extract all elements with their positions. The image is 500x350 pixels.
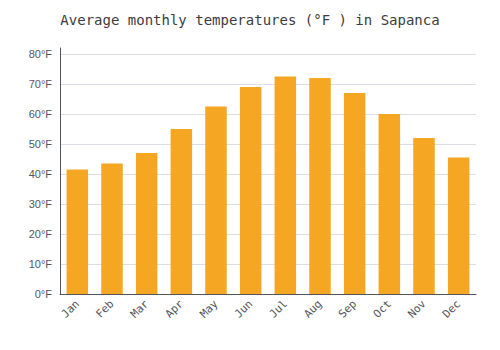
svg-text:10°F: 10°F — [29, 258, 53, 270]
svg-text:Nov: Nov — [405, 297, 428, 320]
svg-text:Oct: Oct — [371, 297, 394, 320]
svg-text:40°F: 40°F — [29, 168, 53, 180]
svg-text:Aug: Aug — [301, 297, 324, 320]
svg-text:Jun: Jun — [232, 297, 255, 320]
svg-text:Dec: Dec — [440, 297, 463, 320]
svg-text:Average monthly temperatures (: Average monthly temperatures (°F ) in Sa… — [60, 12, 439, 28]
svg-text:Mar: Mar — [128, 297, 151, 320]
svg-text:Jul: Jul — [267, 297, 290, 320]
svg-text:Sep: Sep — [336, 297, 359, 320]
svg-text:May: May — [197, 297, 220, 320]
svg-text:0°F: 0°F — [35, 288, 53, 300]
svg-text:70°F: 70°F — [29, 78, 53, 90]
svg-text:30°F: 30°F — [29, 198, 53, 210]
svg-text:60°F: 60°F — [29, 108, 53, 120]
svg-text:Apr: Apr — [163, 297, 186, 320]
svg-text:50°F: 50°F — [29, 138, 53, 150]
svg-text:Jan: Jan — [59, 297, 82, 320]
svg-text:Feb: Feb — [93, 297, 116, 320]
svg-text:20°F: 20°F — [29, 228, 53, 240]
svg-text:80°F: 80°F — [29, 48, 53, 60]
